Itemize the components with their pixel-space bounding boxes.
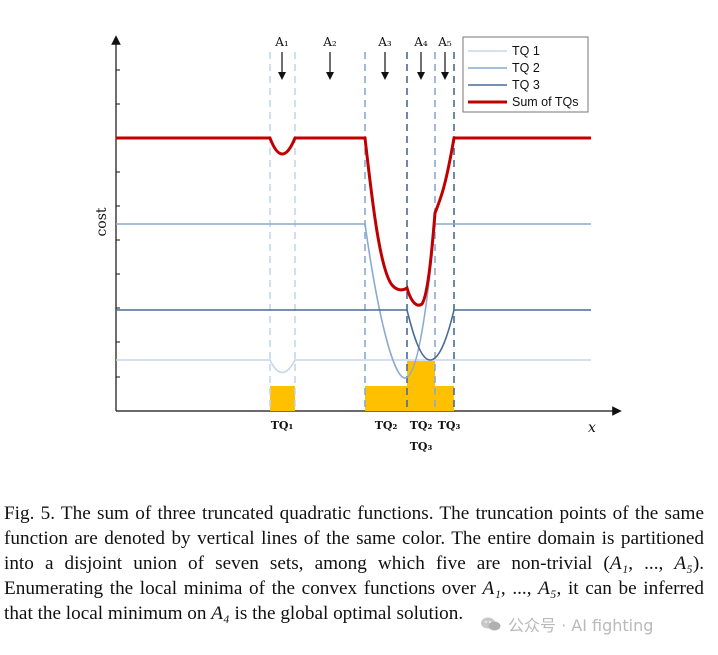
interval-bar-tq1 xyxy=(270,386,295,411)
svg-text:A₂: A₂ xyxy=(322,35,337,49)
interval-labels: TQ₁ TQ₂ TQ₂ TQ₃ TQ₃ xyxy=(271,419,461,453)
svg-text:A₃: A₃ xyxy=(377,35,392,49)
legend-item-sum: Sum of TQs xyxy=(468,95,578,109)
legend: TQ 1 TQ 2 TQ 3 Sum of TQs xyxy=(462,36,589,113)
legend-item-tq2: TQ 2 xyxy=(468,61,540,75)
wechat-icon xyxy=(481,617,501,631)
svg-text:A₄: A₄ xyxy=(413,35,428,49)
figure: cost x A₁ A₂ xyxy=(94,35,622,453)
interval-bar-tq2-tq3 xyxy=(407,361,435,411)
svg-text:TQ 2: TQ 2 xyxy=(512,61,540,75)
figure-caption: Fig. 5. The sum of three truncated quadr… xyxy=(4,501,704,626)
series-tq2 xyxy=(116,223,591,379)
svg-text:Sum of TQs: Sum of TQs xyxy=(512,95,578,109)
arrow-a3: A₃ xyxy=(377,35,392,80)
arrow-a4: A₄ xyxy=(413,35,428,80)
truncation-lines-tq1 xyxy=(269,52,296,411)
series-tq3 xyxy=(116,309,591,361)
caption-part2: ). Enumerating the local minima of the c… xyxy=(4,553,704,599)
interval-label-tq1: TQ₁ xyxy=(271,419,294,432)
interval-label-tq3a: TQ₃ xyxy=(438,419,461,432)
legend-item-tq1: TQ 1 xyxy=(468,44,540,58)
series-sum xyxy=(116,136,591,307)
caption-part1: The sum of three truncated quadratic fun… xyxy=(4,503,704,574)
legend-box xyxy=(462,36,589,113)
svg-text:TQ 1: TQ 1 xyxy=(512,44,540,58)
interval-label-tq2a: TQ₂ xyxy=(375,419,398,432)
caption-math-a5b: A₅ xyxy=(538,578,557,599)
truncation-lines-tq3 xyxy=(406,52,455,411)
interval-label-tq2b: TQ₂ xyxy=(410,419,433,432)
arrow-a2: A₂ xyxy=(322,35,337,80)
svg-text:A₅: A₅ xyxy=(437,35,452,49)
caption-math-a1: A₁ xyxy=(609,553,629,574)
interval-label-tq3b: TQ₃ xyxy=(410,440,433,453)
y-axis-label: cost xyxy=(94,207,110,236)
caption-sep1: , ..., xyxy=(628,553,675,574)
x-axis-label: x xyxy=(588,420,596,436)
caption-part3: , it can be inferred that the local mini… xyxy=(4,578,704,624)
arrow-a5: A₅ xyxy=(437,35,452,80)
series-tq1 xyxy=(116,359,591,374)
caption-sep2: , ..., xyxy=(500,578,539,599)
caption-math-a4: A₄ xyxy=(211,603,230,624)
svg-text:A₁: A₁ xyxy=(274,35,288,49)
caption-part4: is the global optimal solution. xyxy=(229,603,464,624)
caption-prefix: Fig. 5. xyxy=(4,503,56,524)
caption-math-a5: A₅ xyxy=(674,553,693,574)
watermark-text: 公众号 · AI fighting xyxy=(508,616,654,635)
interval-bar-tq3 xyxy=(435,386,454,411)
region-arrows: A₁ A₂ A₃ A₄ A₅ xyxy=(274,35,452,80)
arrow-a1: A₁ xyxy=(274,35,289,80)
interval-bars xyxy=(270,361,454,411)
svg-text:TQ 3: TQ 3 xyxy=(512,78,540,92)
watermark: 公众号 · AI fighting xyxy=(480,612,653,636)
legend-item-tq3: TQ 3 xyxy=(468,78,540,92)
interval-bar-tq2 xyxy=(365,386,407,411)
caption-math-a1b: A₁ xyxy=(482,578,501,599)
